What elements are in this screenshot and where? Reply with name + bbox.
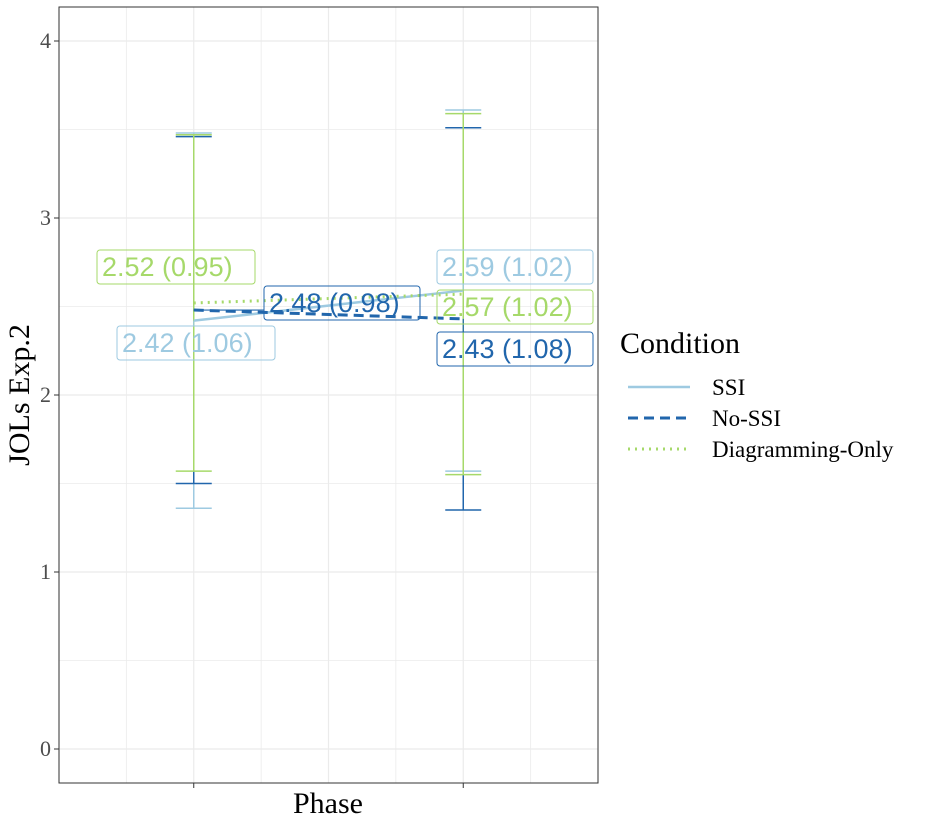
- grid: [58, 7, 599, 783]
- label-box: [116, 325, 276, 361]
- label-box: [96, 249, 256, 285]
- series-line: [193, 292, 464, 305]
- y-tick-label: 3: [40, 205, 51, 230]
- data-label: 2.43 (1.08): [442, 334, 573, 364]
- series-lines: [193, 289, 464, 322]
- x-axis-label: Phase: [293, 787, 363, 820]
- y-tick-label: 0: [40, 736, 51, 761]
- data-label: 2.57 (1.02): [442, 292, 573, 322]
- legend-title: Condition: [620, 327, 740, 360]
- data-label: 2.52 (0.95): [102, 252, 233, 282]
- data-label: 2.59 (1.02): [442, 252, 573, 282]
- y-tick-label: 4: [40, 28, 51, 53]
- y-axis: 0 1 2 3 4: [40, 28, 59, 761]
- data-label: 2.48 (0.98): [269, 288, 400, 318]
- y-axis-label: JOLs Exp.2: [3, 324, 36, 466]
- series-line: [193, 308, 464, 321]
- label-box: [436, 249, 594, 285]
- legend: Condition SSI No-SSI Diagramming-Only: [620, 327, 894, 462]
- y-tick-label: 1: [40, 559, 51, 584]
- legend-label: Diagramming-Only: [712, 437, 894, 462]
- data-label: 2.42 (1.06): [122, 328, 253, 358]
- x-axis: [193, 783, 464, 788]
- label-box: [436, 289, 594, 325]
- y-tick-label: 2: [40, 382, 51, 407]
- label-box: [263, 285, 421, 321]
- legend-label: No-SSI: [712, 406, 781, 431]
- legend-label: SSI: [712, 375, 745, 400]
- data-labels: 2.42 (1.06) 2.59 (1.02) 2.48 (0.98) 2.43 (1…: [96, 249, 594, 367]
- label-box: [436, 331, 594, 367]
